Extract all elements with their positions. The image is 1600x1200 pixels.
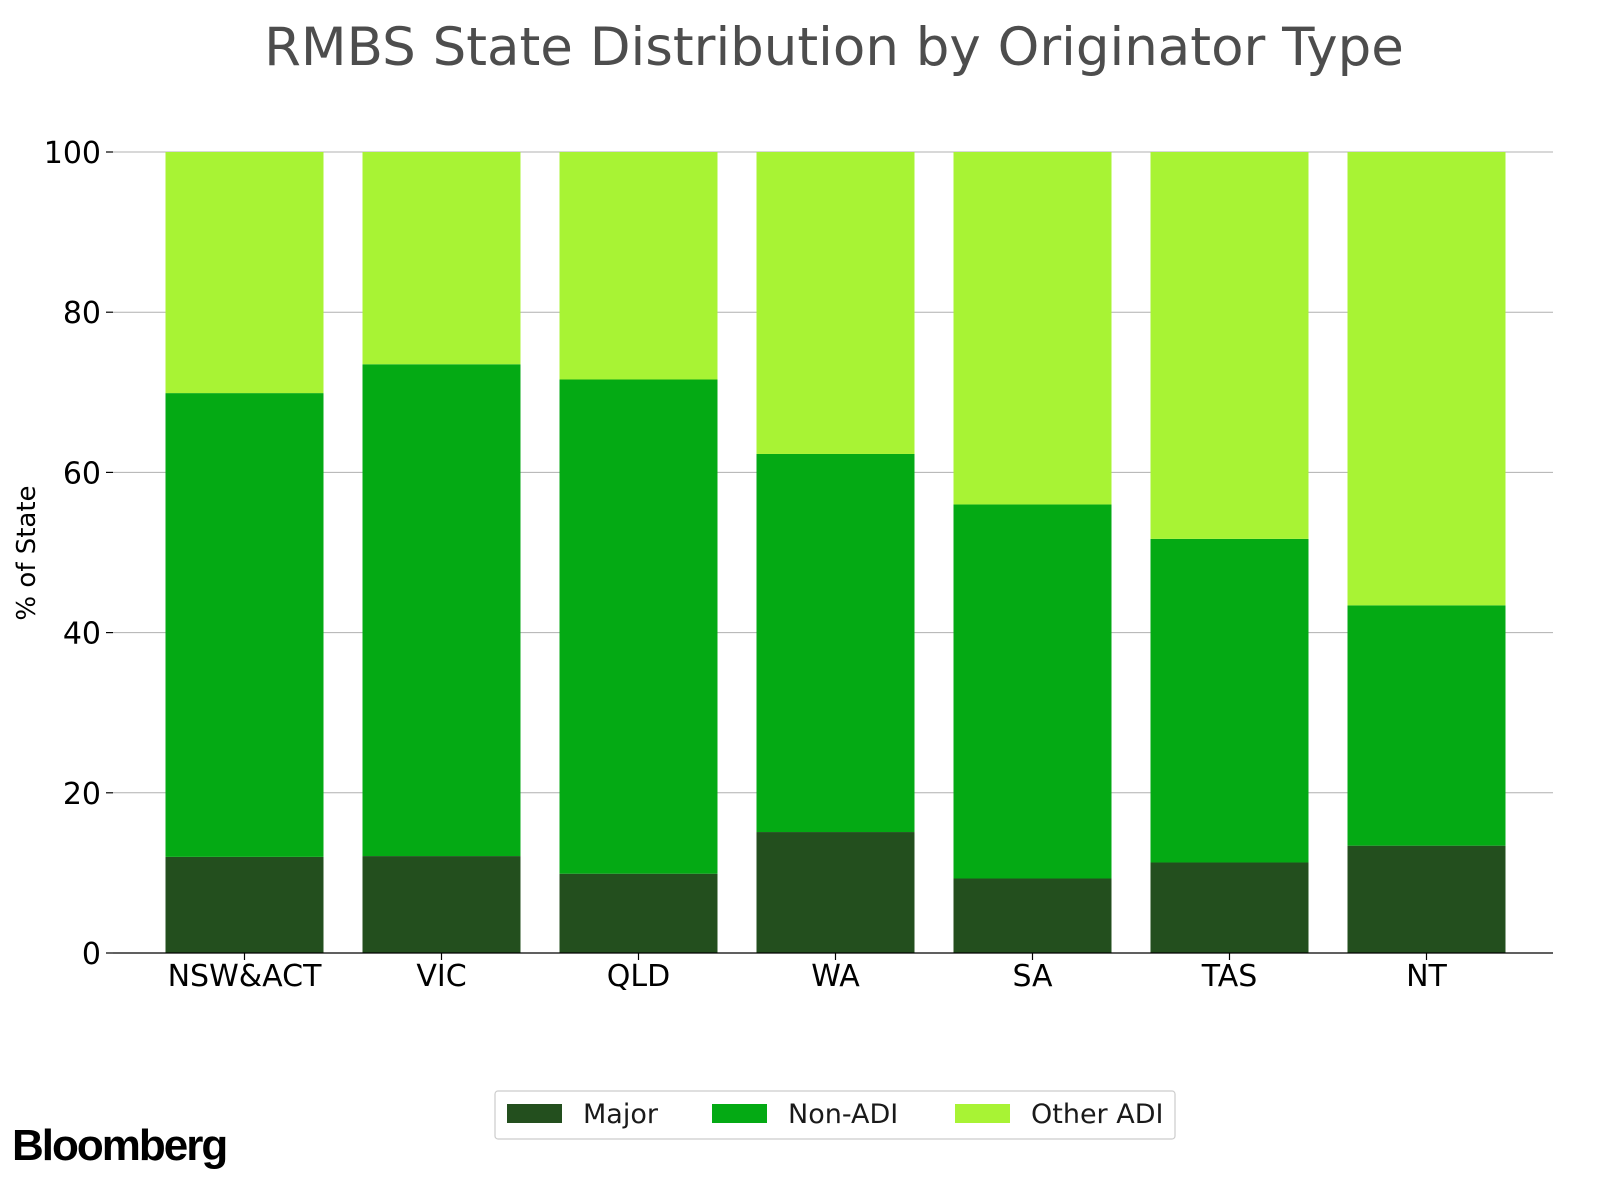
bar-segment	[1347, 845, 1506, 953]
y-axis-ticks: 0 20 40 60 80 100	[44, 136, 113, 972]
bars	[165, 152, 1506, 953]
bar-segment	[362, 856, 521, 953]
bar-segment	[559, 379, 718, 874]
legend-frame	[494, 1090, 1176, 1140]
y-tick-label: 80	[63, 296, 101, 331]
bar-segment	[1347, 152, 1506, 606]
legend-label: Other ADI	[1031, 1099, 1163, 1130]
x-tick-label: NSW&ACT	[168, 959, 322, 994]
x-axis-ticks: NSW&ACT VIC QLD WA SA TAS NT	[168, 953, 1448, 994]
legend: Major Non-ADI Other ADI	[494, 1090, 1176, 1140]
bar-segment	[1150, 538, 1309, 863]
y-tick-label: 20	[63, 777, 101, 812]
legend-swatch	[955, 1104, 1010, 1123]
bar-segment	[953, 504, 1112, 879]
bar-segment	[165, 152, 324, 394]
bar-segment	[362, 152, 521, 365]
bar-segment	[165, 856, 324, 953]
bar-segment	[953, 152, 1112, 505]
bar-segment	[559, 873, 718, 953]
bar-segment	[953, 878, 1112, 953]
legend-label: Non-ADI	[788, 1099, 898, 1130]
bar-segment	[1150, 152, 1309, 539]
legend-swatch	[712, 1104, 767, 1123]
x-tick-label: VIC	[416, 959, 466, 994]
y-axis-label: % of State	[12, 485, 42, 620]
bar-segment	[362, 364, 521, 857]
bar-segment	[559, 152, 718, 380]
bar-segment	[756, 152, 915, 454]
y-tick-label: 60	[63, 456, 101, 491]
y-tick-label: 40	[63, 617, 101, 652]
y-tick-label: 100	[44, 136, 101, 171]
x-tick-label: QLD	[607, 959, 670, 994]
x-tick-label: NT	[1406, 959, 1447, 994]
y-tick-label: 0	[82, 937, 101, 972]
x-tick-label: WA	[811, 959, 860, 994]
bar-segment	[1347, 605, 1506, 846]
bloomberg-logo: Bloomberg	[12, 1121, 226, 1170]
x-tick-label: TAS	[1201, 959, 1258, 994]
chart-title: RMBS State Distribution by Originator Ty…	[264, 17, 1404, 78]
bar-segment	[165, 393, 324, 857]
x-tick-label: SA	[1012, 959, 1053, 994]
bar-segment	[756, 453, 915, 833]
legend-swatch	[507, 1104, 562, 1123]
bar-segment	[1150, 862, 1309, 953]
legend-label: Major	[583, 1099, 659, 1130]
bar-segment	[756, 832, 915, 953]
